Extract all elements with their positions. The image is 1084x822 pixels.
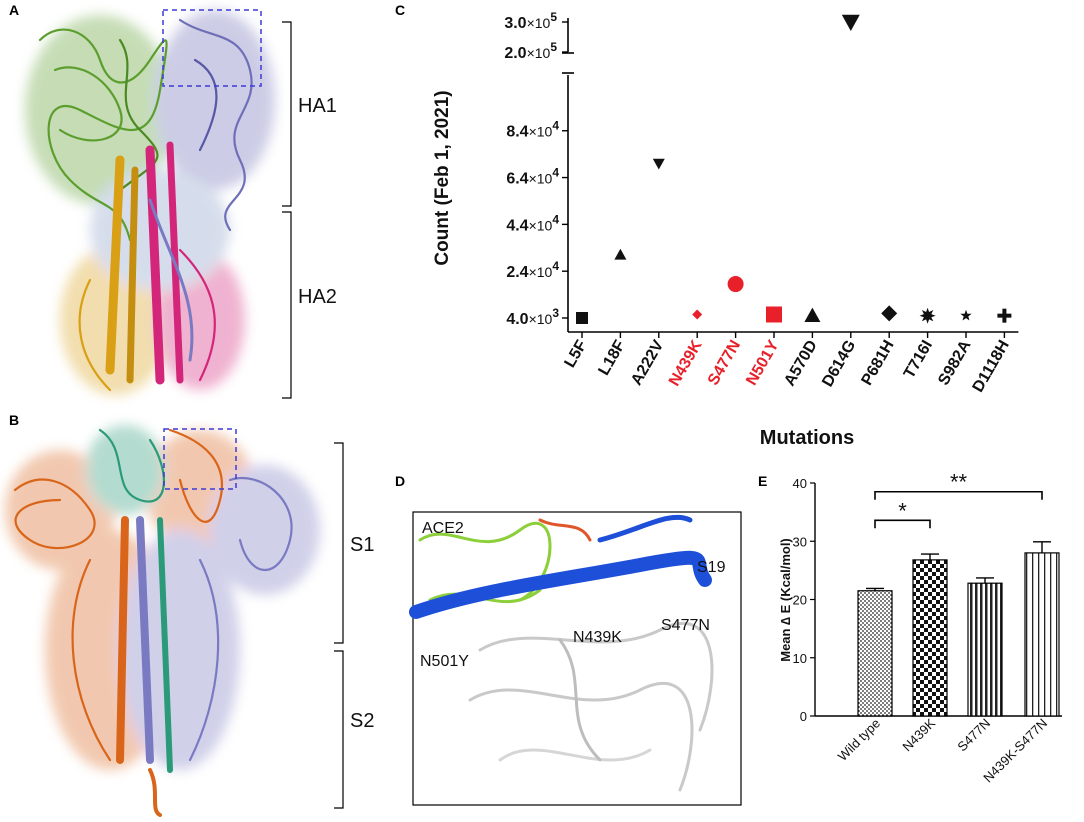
c-point — [766, 306, 782, 323]
e-xtick-label: N439K — [899, 715, 938, 754]
c-xtick-label: D1118H — [970, 338, 1013, 396]
chart-c-scatter: 4.0×103 2.4×104 4.4×104 6.4×104 8.4×104 2.0×1… — [432, 10, 1019, 449]
ha1-bracket — [282, 21, 292, 207]
c-ytick-label: 4.0×103 — [506, 306, 559, 328]
c-xtick-label: S982A — [935, 337, 974, 388]
ha2-bracket — [282, 211, 292, 399]
c-point — [960, 309, 972, 321]
c-ytick-label: 2.0×105 — [504, 40, 557, 62]
c-ytick-label: 6.4×104 — [506, 166, 559, 188]
c-xtick-label: A222V — [628, 337, 667, 388]
c-y-axis-title: Count (Feb 1, 2021) — [432, 90, 453, 265]
c-point — [804, 307, 821, 323]
e-bar — [967, 582, 1003, 717]
e-bar — [857, 590, 893, 717]
c-point — [692, 309, 703, 320]
s1-bracket — [334, 442, 344, 644]
c-point — [614, 248, 627, 260]
e-xtick-label: S477N — [954, 716, 993, 755]
chart-e-bar: 0 10 20 30 40 Mean ∆ E (Kcal/mol) Wild type N43… — [778, 470, 1062, 785]
e-significance-bracket — [874, 519, 931, 529]
c-xtick-label: D614G — [819, 338, 859, 390]
e-bar — [912, 559, 948, 717]
c-xtick-label: L18F — [595, 337, 629, 378]
c-xtick-label: T716I — [901, 338, 936, 382]
e-significance-label: ** — [950, 470, 968, 495]
c-point — [576, 312, 588, 324]
s1-label: S1 — [350, 534, 374, 556]
c-xtick-label: A570D — [781, 338, 821, 390]
e-xtick-label: Wild type — [835, 716, 883, 764]
s19-label: S19 — [697, 559, 726, 576]
e-ytick-label: 10 — [793, 651, 807, 666]
e-significance-bracket — [874, 490, 1043, 500]
panel-a-epitope-box — [162, 9, 262, 87]
panel-letter-e: E — [758, 473, 768, 489]
e-y-axis-title: Mean ∆ E (Kcal/mol) — [778, 538, 793, 662]
ace2-label: ACE2 — [422, 520, 464, 537]
e-significance-label: * — [898, 498, 907, 523]
c-point — [881, 305, 898, 322]
c-xtick-label: P681H — [858, 338, 897, 389]
ha1-label: HA1 — [298, 95, 337, 117]
c-xtick-label: L5F — [562, 337, 591, 370]
e-ytick-label: 30 — [793, 534, 807, 549]
panel-b-epitope-box — [163, 428, 237, 490]
panel-b-structure: S1 S2 — [5, 425, 374, 817]
panel-letter-d: D — [395, 473, 406, 489]
c-point — [727, 276, 744, 293]
e-bar — [1024, 552, 1060, 717]
s2-bracket — [334, 650, 344, 809]
panel-letter-b: B — [9, 412, 20, 428]
e-ytick-label: 20 — [793, 593, 807, 608]
c-xtick-label: S477N — [705, 338, 744, 389]
c-xtick-label: N501Y — [743, 337, 782, 388]
ha2-label: HA2 — [298, 286, 337, 308]
s2-label: S2 — [350, 710, 374, 732]
c-x-axis-title: Mutations — [760, 427, 854, 449]
n439k-label: N439K — [573, 629, 622, 646]
e-ytick-label: 0 — [800, 709, 807, 724]
n501y-label: N501Y — [420, 653, 469, 670]
e-ytick-label: 40 — [793, 476, 807, 491]
c-point — [919, 307, 936, 324]
s477n-label: S477N — [661, 617, 710, 634]
panel-a-structure: HA1 HA2 — [25, 9, 337, 399]
panel-d-complex: ACE2 S19 S477N N439K N501Y — [409, 511, 742, 806]
c-ytick-label: 3.0×105 — [504, 10, 557, 32]
c-xtick-label: N439K — [666, 337, 706, 389]
c-ytick-label: 8.4×104 — [506, 119, 559, 141]
c-point — [1002, 308, 1007, 323]
c-ytick-label: 4.4×104 — [506, 212, 559, 234]
panel-letter-c: C — [395, 2, 406, 18]
c-ytick-label: 2.4×104 — [506, 259, 559, 281]
panel-letter-a: A — [9, 2, 20, 18]
c-point — [652, 158, 665, 170]
c-point — [841, 14, 860, 32]
